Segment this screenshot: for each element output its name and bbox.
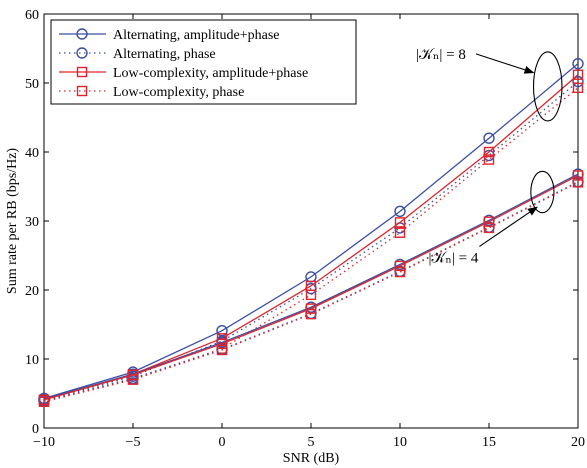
x-tick-label: 0 xyxy=(219,435,226,450)
legend-label: Low-complexity, phase xyxy=(113,85,244,100)
data-point xyxy=(305,308,317,320)
data-point xyxy=(216,344,228,356)
legend-marker xyxy=(76,85,88,97)
series-k4-7 xyxy=(38,177,584,407)
legend-marker xyxy=(76,28,88,40)
x-tick-label: 15 xyxy=(482,435,496,450)
annotations: |𝒦ₙ| = 8 |𝒦ₙ| = 4 xyxy=(416,47,563,266)
y-axis-label: Sum rate per RB (bps/Hz) xyxy=(5,148,20,295)
series-line xyxy=(43,173,579,400)
data-point xyxy=(394,227,406,238)
legend-entry: Alternating, amplitude+phase xyxy=(59,28,280,43)
legend-marker xyxy=(76,47,88,59)
data-point xyxy=(483,132,495,144)
series-k4-6 xyxy=(38,170,584,405)
legend-entry: Alternating, phase xyxy=(59,47,216,62)
data-point xyxy=(305,303,317,314)
series-line xyxy=(43,87,579,402)
data-point xyxy=(572,82,584,94)
legend-entry: Low-complexity, phase xyxy=(59,85,244,100)
y-tick-label: 30 xyxy=(25,215,39,230)
series-line xyxy=(43,174,579,401)
series-line xyxy=(43,181,579,403)
x-axis-label: SNR (dB) xyxy=(283,451,340,466)
x-tick-label: −10 xyxy=(33,435,55,450)
series-line xyxy=(43,81,579,402)
data-point xyxy=(483,154,495,165)
legend-entry: Low-complexity, amplitude+phase xyxy=(59,66,308,81)
series-k8-1 xyxy=(38,75,584,407)
data-point xyxy=(483,222,495,234)
axes: −10 −5 0 5 10 15 20 0 10 20 30 40 50 60 xyxy=(25,8,585,450)
legend-label: Alternating, amplitude+phase xyxy=(113,28,280,43)
legend-label: Alternating, phase xyxy=(113,47,216,62)
x-tick-label: −5 xyxy=(126,435,141,450)
data-point xyxy=(216,338,228,350)
data-point xyxy=(305,289,317,301)
data-point xyxy=(572,177,584,188)
legend-label: Low-complexity, amplitude+phase xyxy=(113,66,308,81)
data-point xyxy=(127,374,139,385)
data-point xyxy=(572,75,584,88)
x-tick-label: 20 xyxy=(571,435,585,450)
annotation-ellipse-k4 xyxy=(530,170,555,214)
data-point xyxy=(572,57,584,70)
series-k8-2 xyxy=(38,69,584,405)
series-k4-5 xyxy=(38,175,584,407)
data-point xyxy=(572,170,584,181)
data-point xyxy=(483,216,495,227)
y-tick-label: 20 xyxy=(25,284,39,299)
x-tick-label: 10 xyxy=(393,435,407,450)
annotation-arrow-k4 xyxy=(479,206,538,247)
x-tick-label: 5 xyxy=(308,435,315,450)
series-group xyxy=(38,57,584,407)
y-tick-label: 60 xyxy=(25,8,39,23)
series-k8-3 xyxy=(38,82,584,407)
annotation-label-k8: |𝒦ₙ| = 8 xyxy=(416,47,466,63)
annotation-label-k4: |𝒦ₙ| = 4 xyxy=(428,250,478,266)
series-line xyxy=(43,63,579,399)
data-point xyxy=(394,205,406,218)
y-tick-label: 10 xyxy=(25,353,39,368)
legend-marker xyxy=(76,66,88,78)
data-point xyxy=(394,217,406,228)
y-tick-label: 50 xyxy=(25,77,39,92)
y-tick-label: 40 xyxy=(25,146,39,161)
legend: Alternating, amplitude+phase Alternating,… xyxy=(50,19,357,105)
data-point xyxy=(483,146,495,158)
annotation-arrow-k8 xyxy=(475,53,535,74)
data-point xyxy=(38,396,50,407)
series-line xyxy=(43,181,579,402)
y-tick-label: 0 xyxy=(32,422,39,437)
data-point xyxy=(394,266,406,278)
data-point xyxy=(394,260,406,272)
data-point xyxy=(572,69,584,80)
series-line xyxy=(43,74,579,401)
annotation-ellipse-k8 xyxy=(532,51,563,122)
